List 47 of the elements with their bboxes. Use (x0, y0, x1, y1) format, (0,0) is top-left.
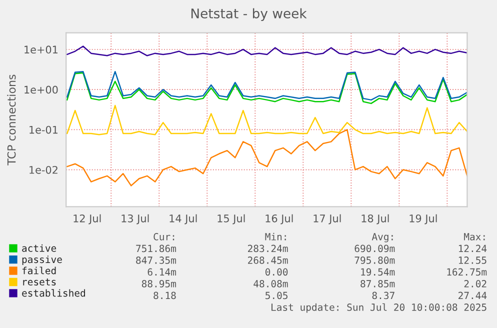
line-series (66, 129, 468, 186)
text: 751.86m (136, 244, 176, 252)
legend-label: established (22, 289, 85, 297)
y-tick-label: 1e-01 (30, 126, 58, 134)
chart-title: Netstat - by week (191, 8, 307, 21)
text: 283.24m (248, 244, 288, 252)
text: Last update: Sun Jul 20 10:00:08 2025 (272, 303, 486, 313)
text: 795.80m (354, 256, 395, 264)
text: 8.37 (372, 292, 394, 300)
text: 8.18 (154, 292, 176, 300)
text: 847.35m (136, 256, 176, 264)
y-tick-label: 1e+01 (24, 46, 58, 54)
text: 690.09m (354, 244, 395, 252)
line-series (66, 104, 468, 136)
y-tick-label: 1e+00 (24, 86, 58, 94)
text: 5.05 (266, 292, 288, 300)
text: 48.08m (254, 280, 288, 288)
line-series (66, 46, 468, 56)
x-tick-label: 19 Jul (410, 214, 437, 224)
legend-label: passive (22, 256, 62, 265)
text: 162.75m (447, 268, 487, 276)
text: 12.24 (458, 244, 487, 252)
text: 88.95m (142, 280, 176, 288)
legend-label: failed (22, 266, 56, 274)
x-tick-label: 13 Jul (122, 214, 149, 224)
x-tick-label: 12 Jul (74, 214, 101, 224)
y-axis-title: TCP connections (7, 74, 16, 166)
x-tick-label: 14 Jul (170, 214, 197, 224)
legend-label: active (22, 244, 56, 252)
text: Avg: (372, 233, 393, 242)
text: Min: (265, 232, 286, 240)
text: 19.54m (361, 268, 395, 276)
text: 12.55 (458, 256, 486, 264)
text: 6.14m (148, 268, 176, 276)
text: 0.00 (265, 268, 288, 276)
text: 2.02 (464, 280, 486, 288)
x-tick-label: 16 Jul (266, 214, 293, 224)
text: 27.44 (458, 292, 487, 300)
text: 268.45m (248, 256, 288, 264)
x-tick-label: 18 Jul (362, 214, 389, 224)
text: Max: (464, 233, 485, 240)
text: 87.85m (360, 280, 395, 288)
x-tick-label: 15 Jul (218, 214, 245, 224)
x-tick-label: 17 Jul (314, 214, 341, 224)
text: Cur: (154, 233, 174, 240)
y-tick-label: 1e-02 (30, 166, 58, 174)
legend-label: resets (23, 278, 56, 286)
